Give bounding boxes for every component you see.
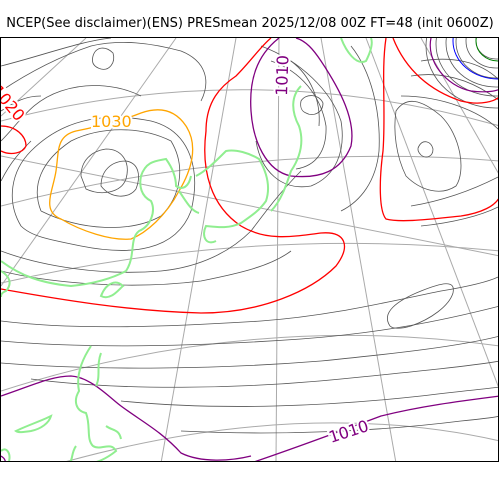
- isobar-low-green: [475, 38, 498, 62]
- isobar-low-purple: [429, 38, 498, 93]
- contour-label-1020-left: 1020: [1, 81, 29, 124]
- isobar-low-blue: [452, 38, 498, 80]
- isobars-1020: [1, 38, 498, 314]
- isobars-1010: [1, 38, 498, 461]
- contour-label-1010-top: 1010: [272, 55, 292, 96]
- map-title: NCEP(See disclaimer)(ENS) PRESmean 2025/…: [6, 16, 494, 31]
- isobars-grey: [1, 38, 498, 434]
- contour-label-1010-bottom: 1010: [326, 416, 371, 447]
- contour-label-1030: 1030: [91, 112, 132, 131]
- coastline: [1, 38, 373, 461]
- isobars-low-centre: [425, 38, 498, 109]
- map-canvas: 1030 1010 1010 1020: [1, 38, 498, 461]
- pressure-map: 1030 1010 1010 1020: [0, 37, 499, 462]
- isobar-1030: [49, 109, 194, 240]
